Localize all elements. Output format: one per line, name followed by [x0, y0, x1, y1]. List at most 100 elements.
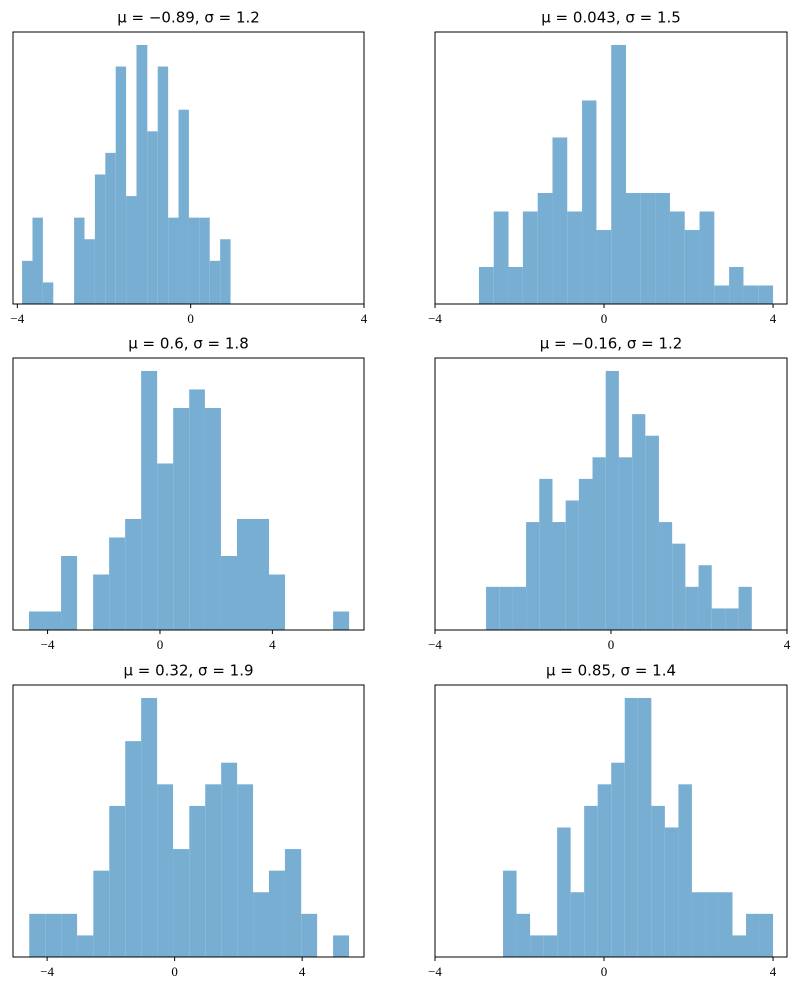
subplot-title: μ = −0.89, σ = 1.2 [117, 9, 260, 27]
bar [714, 285, 730, 304]
subplot: μ = 0.6, σ = 1.8 −4 0 4 [12, 335, 365, 652]
bar [605, 370, 619, 630]
bar [499, 586, 513, 630]
bar [253, 892, 269, 957]
x-tick-label: −4 [428, 964, 442, 979]
bar [503, 870, 517, 957]
bar [125, 518, 142, 630]
axes-frame [434, 684, 788, 958]
bar [672, 543, 686, 630]
bar [624, 697, 638, 957]
subplot-title: μ = 0.043, σ = 1.5 [541, 9, 681, 27]
x-tick-label: −4 [40, 964, 54, 979]
bar [557, 827, 571, 957]
bar [508, 266, 523, 304]
bar [584, 805, 598, 957]
subplot: μ = 0.043, σ = 1.5 −4 0 4 [428, 9, 788, 326]
bar [42, 282, 54, 304]
bar [74, 217, 85, 304]
bar [478, 266, 494, 304]
x-tick-label: 4 [784, 637, 791, 652]
bar [651, 805, 665, 957]
bar [105, 152, 116, 304]
bar [552, 522, 566, 630]
bar [157, 66, 169, 305]
bar [493, 211, 509, 304]
bar [522, 211, 538, 304]
bar [516, 913, 531, 957]
bar [758, 285, 774, 304]
bar [189, 389, 205, 630]
bar [582, 100, 597, 304]
bar [729, 266, 744, 304]
bar [22, 260, 33, 304]
bar [93, 574, 110, 630]
bar [236, 518, 253, 630]
bar [699, 211, 715, 304]
bar [61, 555, 78, 630]
bar [632, 414, 646, 630]
bar [530, 935, 544, 957]
bar [684, 229, 700, 304]
bar [746, 913, 760, 957]
axes-frame [12, 357, 365, 631]
bar [109, 537, 126, 630]
bar [61, 913, 78, 957]
bar [565, 500, 579, 630]
x-tick-label: −4 [10, 311, 24, 326]
bar [252, 518, 270, 630]
bar [678, 784, 692, 957]
bar [611, 44, 627, 304]
bar [147, 131, 158, 304]
bar [168, 217, 179, 304]
bar [543, 935, 558, 957]
bar [333, 935, 350, 957]
bar [539, 478, 553, 630]
subplot: μ = 0.32, σ = 1.9 −4 0 4 [12, 662, 365, 979]
axes-frame [12, 31, 365, 305]
bar [570, 892, 585, 957]
axes-frame [434, 31, 788, 305]
x-tick-label: 4 [269, 637, 276, 652]
bar [220, 239, 231, 304]
bar [220, 555, 237, 630]
bar [126, 196, 137, 304]
bar [637, 697, 652, 957]
subplot-title: μ = 0.6, σ = 1.8 [128, 335, 249, 353]
bar [125, 741, 142, 957]
subplot: μ = −0.16, σ = 1.2 −4 0 4 [428, 335, 791, 652]
x-tick-label: 4 [361, 311, 368, 326]
bar [626, 192, 641, 304]
bar [94, 174, 106, 304]
bar [645, 435, 659, 630]
bar [725, 608, 739, 630]
bar [178, 109, 189, 304]
bar [592, 457, 606, 630]
bar [658, 522, 673, 630]
subplot-title: μ = −0.16, σ = 1.2 [540, 335, 683, 353]
bar [93, 870, 110, 957]
bar [512, 586, 527, 630]
bar [141, 697, 158, 957]
bar [537, 192, 553, 304]
bar [269, 574, 286, 630]
bar [77, 935, 94, 957]
x-tick-label: −4 [428, 637, 442, 652]
bar [199, 217, 210, 304]
bar [45, 913, 62, 957]
bar [743, 285, 759, 304]
x-tick-label: 4 [770, 964, 777, 979]
bar [618, 457, 633, 630]
bar [157, 784, 174, 957]
bar [204, 407, 221, 630]
x-tick-label: −4 [428, 311, 442, 326]
bar [84, 239, 95, 304]
bar [109, 805, 126, 957]
bar [567, 211, 583, 304]
bar [664, 827, 679, 957]
bar [301, 913, 318, 957]
bar [669, 211, 685, 304]
bar [209, 260, 221, 304]
bar [173, 849, 190, 957]
